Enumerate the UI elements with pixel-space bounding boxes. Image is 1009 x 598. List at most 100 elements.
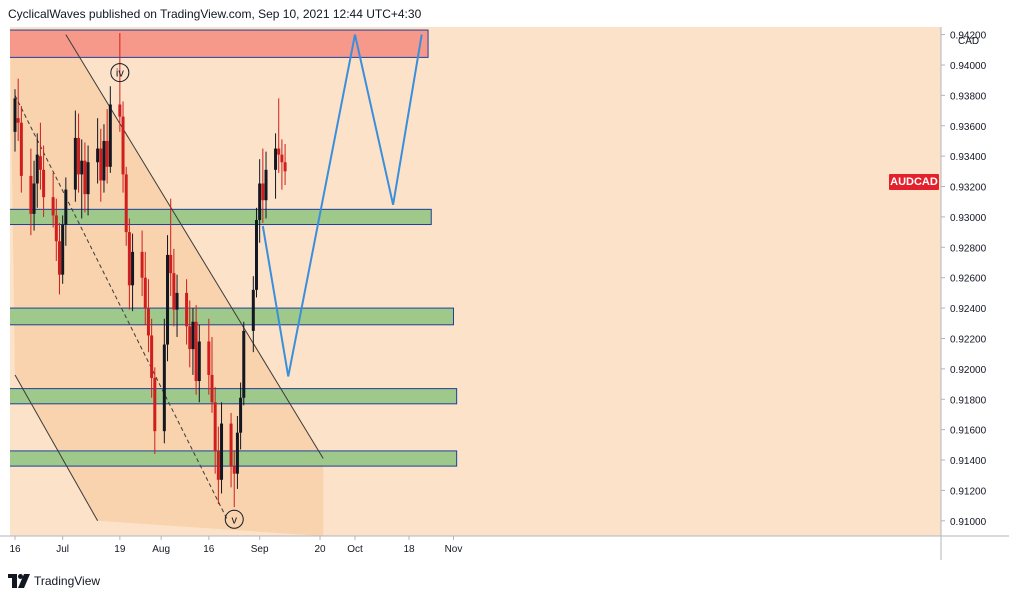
candle-2021-07-14[interactable] <box>102 124 106 193</box>
candle-2021-07-08[interactable] <box>83 142 87 213</box>
candle-2021-07-28[interactable] <box>146 279 150 353</box>
wave-label-v[interactable]: v <box>224 509 244 529</box>
candle-2021-09-06[interactable] <box>274 133 278 199</box>
price-tick-label: 0.93800 <box>950 91 987 102</box>
candle-2021-06-25[interactable] <box>42 145 46 217</box>
support-zone-4[interactable] <box>9 388 458 405</box>
support-zone-5[interactable] <box>9 450 458 467</box>
candle-body <box>169 254 173 274</box>
candle-2021-08-05[interactable] <box>172 248 176 327</box>
wave-label-iv[interactable]: iv <box>110 63 130 83</box>
channel-upper-line[interactable] <box>65 34 324 459</box>
candle-2021-07-05[interactable] <box>73 110 77 202</box>
candle-2021-08-19[interactable] <box>216 426 220 505</box>
candle-2021-07-01[interactable] <box>61 215 65 284</box>
candle-2021-08-27[interactable] <box>242 321 246 406</box>
candle-body <box>105 140 109 167</box>
time-tick-label: 16 <box>9 544 21 555</box>
candle-body <box>188 326 192 350</box>
candle-body <box>61 224 65 275</box>
candle-2021-08-10[interactable] <box>188 300 192 368</box>
candle-2021-08-13[interactable] <box>197 324 201 403</box>
candle-body <box>38 156 42 170</box>
candle-2021-08-04[interactable] <box>169 198 173 296</box>
candle-2021-06-28[interactable] <box>51 172 55 228</box>
candle-body <box>197 341 201 382</box>
candle-2021-07-26[interactable] <box>140 230 144 296</box>
candle-body <box>140 251 144 278</box>
candle-body <box>175 292 179 310</box>
channel-lower-line[interactable] <box>14 374 99 522</box>
candle-2021-08-02[interactable] <box>162 318 166 444</box>
candle-2021-07-23[interactable] <box>131 233 135 312</box>
candle-2021-07-13[interactable] <box>99 128 103 202</box>
candle-2021-09-08[interactable] <box>280 139 284 190</box>
time-axis[interactable]: 16 Jul 19 Aug 16 Sep 20 Oct 18 Nov <box>9 536 462 555</box>
candle-2021-07-27[interactable] <box>143 251 147 325</box>
support-zone-2[interactable] <box>9 208 432 226</box>
candle-2021-08-12[interactable] <box>194 305 198 395</box>
candle-2021-06-21[interactable] <box>29 148 33 236</box>
candle-2021-07-29[interactable] <box>150 318 154 398</box>
time-tick-label: Jul <box>56 544 69 555</box>
candle-2021-08-06[interactable] <box>175 274 179 337</box>
price-tick-label: 0.94000 <box>950 61 987 72</box>
support-zone-3[interactable] <box>9 307 454 326</box>
candle-body <box>19 122 23 176</box>
candle-2021-07-16[interactable] <box>108 86 112 173</box>
candle-2021-08-11[interactable] <box>191 308 195 375</box>
candle-2021-08-20[interactable] <box>220 402 224 494</box>
candle-2021-08-24[interactable] <box>232 450 236 508</box>
candle-2021-07-15[interactable] <box>105 109 109 184</box>
price-axis[interactable]: 0.91000 0.91200 0.91400 0.91600 0.91800 0.920… <box>941 31 987 528</box>
candle-2021-06-24[interactable] <box>38 122 42 190</box>
candle-2021-07-06[interactable] <box>77 113 81 193</box>
candle-2021-07-19[interactable] <box>118 33 122 132</box>
candle-2021-08-09[interactable] <box>185 279 189 345</box>
candle-2021-09-02[interactable] <box>261 148 265 224</box>
candle-2021-09-01[interactable] <box>258 159 262 243</box>
time-tick-label: 16 <box>203 544 215 555</box>
price-tick-label: 0.93000 <box>950 213 987 224</box>
tradingview-brand[interactable]: TradingView <box>34 574 101 588</box>
candle-2021-08-18[interactable] <box>213 387 217 474</box>
channel-middle-line[interactable] <box>14 95 229 522</box>
candle-2021-06-16[interactable] <box>13 89 17 152</box>
wave-projection-path[interactable] <box>261 34 423 377</box>
candle-2021-08-30[interactable] <box>251 276 255 353</box>
candle-2021-06-17[interactable] <box>16 78 20 141</box>
candle-2021-06-30[interactable] <box>57 223 61 295</box>
candle-2021-07-09[interactable] <box>86 145 90 216</box>
candle-body <box>274 148 278 170</box>
candle-2021-08-03[interactable] <box>166 235 170 362</box>
candle-body <box>194 321 198 382</box>
price-tick-label: 0.91600 <box>950 426 987 437</box>
candle-2021-08-16[interactable] <box>207 318 211 395</box>
candle-2021-09-03[interactable] <box>264 151 268 219</box>
candle-2021-07-20[interactable] <box>121 101 125 193</box>
candle-2021-08-31[interactable] <box>254 207 258 298</box>
candle-body <box>239 397 243 433</box>
candle-2021-07-21[interactable] <box>124 166 128 246</box>
candle-2021-09-09[interactable] <box>283 143 287 186</box>
candle-2021-07-02[interactable] <box>64 177 68 246</box>
candle-2021-06-18[interactable] <box>19 106 23 193</box>
candle-2021-07-22[interactable] <box>127 218 131 310</box>
tradingview-logo-icon[interactable] <box>8 574 30 588</box>
candle-2021-06-22[interactable] <box>32 160 36 231</box>
candle-2021-07-12[interactable] <box>96 118 100 184</box>
candle-2021-08-25[interactable] <box>235 415 239 489</box>
candle-2021-06-29[interactable] <box>54 198 58 261</box>
candle-2021-08-23[interactable] <box>229 412 233 488</box>
candle-2021-07-07[interactable] <box>80 139 84 219</box>
candle-body <box>29 175 33 214</box>
candle-2021-07-30[interactable] <box>153 367 157 454</box>
candle-body <box>220 423 224 480</box>
candle-2021-08-26[interactable] <box>239 382 243 450</box>
candle-2021-08-17[interactable] <box>210 336 214 413</box>
candle-2021-09-07[interactable] <box>277 98 281 173</box>
candle-body <box>77 137 81 175</box>
candle-2021-06-23[interactable] <box>35 133 39 208</box>
price-tick-label: 0.91200 <box>950 486 987 497</box>
